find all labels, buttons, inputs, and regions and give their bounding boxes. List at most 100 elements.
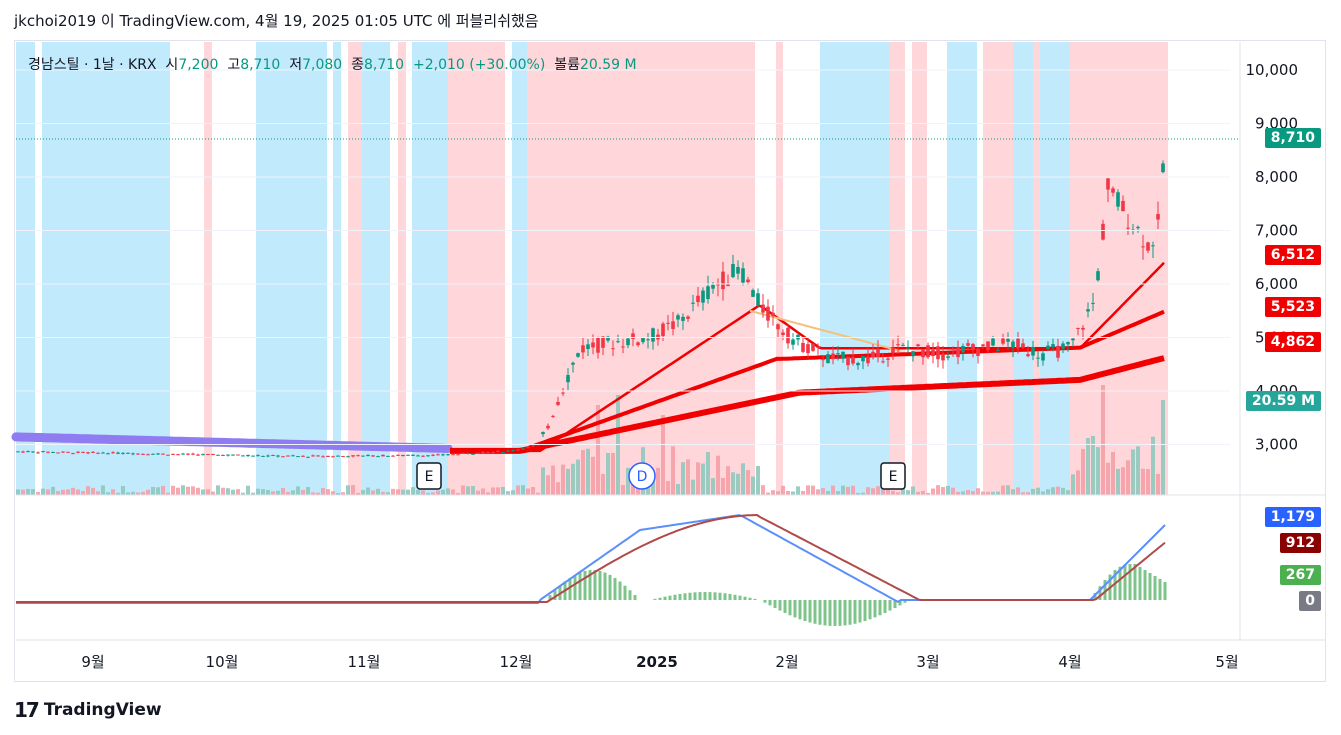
- volume-bar: [76, 489, 80, 495]
- volume-bar: [826, 490, 830, 495]
- volume-bar: [226, 488, 230, 495]
- volume-bar: [386, 492, 390, 495]
- candle-body: [186, 453, 190, 455]
- candle-body: [456, 454, 460, 456]
- candle-body: [791, 339, 795, 345]
- volume-bar: [441, 489, 445, 495]
- volume-bar: [81, 491, 85, 495]
- volume-bar: [261, 489, 265, 495]
- volume-bar: [981, 491, 985, 495]
- change-value: +2,010 (+30.00%): [412, 57, 546, 73]
- candle-body: [116, 452, 120, 454]
- volume-bar: [956, 491, 960, 495]
- candle-body: [1096, 271, 1100, 281]
- candle-body: [846, 356, 850, 366]
- volume-bar: [376, 488, 380, 495]
- volume-bar: [201, 489, 205, 495]
- axes: 10,0009,0008,0007,0006,0005,0004,0003,00…: [16, 42, 1325, 671]
- candle-body: [531, 445, 535, 447]
- ma3-price-label: 4,862: [1264, 332, 1321, 352]
- macd-histogram-bar: [613, 577, 617, 600]
- open-label: 시: [165, 57, 179, 73]
- volume-bar: [446, 488, 450, 495]
- volume-bar: [991, 491, 995, 495]
- candle-body: [341, 455, 345, 457]
- macd-histogram-bar: [678, 593, 682, 600]
- macd-histogram-bar: [788, 600, 792, 616]
- volume-bar: [1001, 485, 1005, 495]
- macd-histogram-bar: [828, 600, 832, 626]
- candle-body: [1161, 163, 1165, 173]
- macd-histogram-bar: [693, 592, 697, 600]
- volume-bar: [866, 487, 870, 495]
- volume-bar: [21, 489, 25, 495]
- volume-bar: [686, 459, 690, 495]
- chart-frame[interactable]: [14, 40, 1326, 682]
- macd-histogram-bar: [843, 600, 847, 626]
- volume-bar: [1121, 467, 1125, 495]
- volume-bar: [111, 489, 115, 495]
- volume-bar: [451, 489, 455, 495]
- volume-bar: [731, 472, 735, 495]
- volume-bar: [431, 492, 435, 495]
- macd-histogram-bar: [813, 600, 817, 624]
- brand-name: TradingView: [43, 700, 162, 720]
- volume-bar: [216, 485, 220, 495]
- ma1-price-label: 6,512: [1264, 245, 1321, 265]
- candle-body: [626, 338, 630, 346]
- volume-bar: [906, 490, 910, 495]
- candle-body: [1051, 344, 1055, 348]
- candle-body: [961, 345, 965, 353]
- candles: [16, 160, 1165, 458]
- macd-histogram-bar: [873, 600, 877, 618]
- macd-histogram-bar: [1103, 579, 1107, 600]
- candle-body: [86, 452, 90, 454]
- candle-body: [516, 449, 520, 451]
- candle-body: [771, 312, 775, 317]
- candle-body: [1076, 327, 1080, 329]
- candle-body: [81, 451, 85, 453]
- volume-bar: [1096, 447, 1100, 495]
- volume-bar: [476, 490, 480, 495]
- candle-body: [926, 345, 930, 358]
- candle-body: [826, 354, 830, 364]
- volume-bar: [256, 488, 260, 495]
- symbol-legend[interactable]: 경남스틸 · 1날 · KRX 시7,200 고8,710 저7,080 종8,…: [28, 54, 637, 74]
- candle-body: [356, 455, 360, 457]
- candle-body: [711, 284, 715, 289]
- candle-body: [426, 455, 430, 457]
- volume-bar: [56, 491, 60, 495]
- volume-bar: [101, 485, 105, 495]
- candle-body: [16, 451, 20, 453]
- earnings-marker-icon: [880, 462, 906, 490]
- candle-body: [1146, 242, 1150, 251]
- candle-body: [861, 356, 865, 362]
- volume-bar: [461, 485, 465, 495]
- candle-body: [561, 392, 565, 394]
- candle-body: [806, 344, 810, 354]
- candle-body: [1126, 227, 1130, 229]
- footer-brand[interactable]: 17 TradingView: [14, 698, 162, 722]
- volume-bar: [331, 491, 335, 495]
- candle-body: [406, 454, 410, 456]
- volume-bar: [1056, 486, 1060, 495]
- volume-bar: [601, 473, 605, 495]
- volume-bar: [761, 485, 765, 495]
- symbol-name[interactable]: 경남스틸 · 1날 · KRX: [28, 57, 157, 73]
- candle-body: [1021, 343, 1025, 348]
- volume-bar: [626, 467, 630, 495]
- volume-bar: [306, 486, 310, 495]
- volume-label: 볼륨: [554, 57, 580, 73]
- candle-body: [466, 453, 470, 455]
- time-tick: 11월: [348, 653, 381, 671]
- volume-bar: [371, 490, 375, 495]
- volume-bar: [936, 485, 940, 495]
- volume-bar: [856, 492, 860, 495]
- high-label: 고: [227, 57, 241, 73]
- price-tick: 6,000: [1255, 275, 1298, 293]
- volume-bar: [61, 489, 65, 495]
- volume-bar: [191, 486, 195, 495]
- volume-bar: [71, 487, 75, 495]
